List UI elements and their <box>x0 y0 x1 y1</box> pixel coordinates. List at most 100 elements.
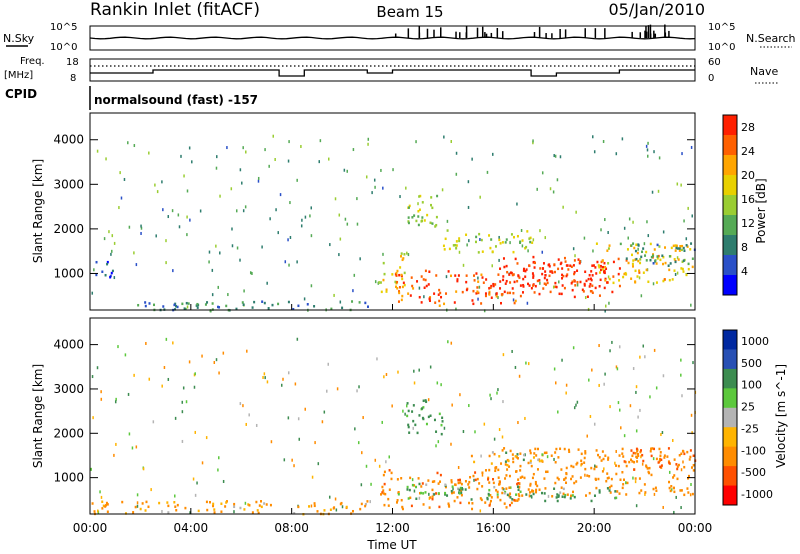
data-cell <box>652 254 655 257</box>
data-cell <box>492 481 495 485</box>
data-cell <box>257 179 260 183</box>
data-cell <box>634 258 637 261</box>
data-cell <box>489 393 491 397</box>
data-cell <box>135 445 138 449</box>
data-cell <box>595 242 598 245</box>
station-title: Rankin Inlet (fitACF) <box>90 0 260 20</box>
data-cell <box>421 201 424 204</box>
data-cell <box>592 264 595 267</box>
data-cell <box>388 469 391 472</box>
data-cell <box>246 349 248 353</box>
data-cell <box>577 258 580 261</box>
data-cell <box>571 475 574 478</box>
data-cell <box>161 509 163 513</box>
data-cell <box>580 452 583 456</box>
colorbar-segment <box>723 115 737 136</box>
data-cell <box>679 489 682 492</box>
data-cell <box>397 370 399 374</box>
data-cell <box>492 284 495 288</box>
data-cell <box>110 271 113 275</box>
data-cell <box>663 456 666 459</box>
data-cell <box>668 486 671 490</box>
data-cell <box>193 385 196 389</box>
data-cell <box>658 457 661 461</box>
data-cell <box>559 262 562 266</box>
data-cell <box>534 261 537 265</box>
data-cell <box>239 168 242 172</box>
data-cell <box>255 500 258 504</box>
data-cell <box>663 454 666 457</box>
data-cell <box>422 278 425 281</box>
data-cell <box>140 231 142 235</box>
data-cell <box>468 404 470 408</box>
data-cell <box>186 305 189 309</box>
data-cell <box>539 281 541 285</box>
data-cell <box>584 452 587 455</box>
data-cell <box>527 249 529 253</box>
data-cell <box>111 234 114 238</box>
data-cell <box>475 292 478 295</box>
data-cell <box>557 456 560 459</box>
data-cell <box>532 472 535 476</box>
data-cell <box>521 475 524 479</box>
data-cell <box>477 297 479 301</box>
data-cell <box>215 166 218 170</box>
data-cell <box>655 457 658 461</box>
data-cell <box>654 259 657 262</box>
data-cell <box>647 470 650 474</box>
data-cell <box>524 416 526 420</box>
data-cell <box>407 497 410 500</box>
data-cell <box>383 482 386 486</box>
data-cell <box>306 303 309 306</box>
data-cell <box>560 486 563 489</box>
data-cell <box>438 505 441 509</box>
data-cell <box>678 249 681 252</box>
data-cell <box>583 284 586 287</box>
colorbar-segment <box>723 275 737 296</box>
data-cell <box>287 159 290 163</box>
data-cell <box>208 500 211 504</box>
data-cell <box>555 285 558 289</box>
data-cell <box>589 282 592 286</box>
data-cell <box>309 214 311 218</box>
data-cell <box>403 283 406 287</box>
data-cell <box>451 403 453 407</box>
data-cell <box>411 216 414 219</box>
data-cell <box>196 481 198 485</box>
data-cell <box>494 469 497 473</box>
data-cell <box>388 488 391 491</box>
data-cell <box>558 292 561 296</box>
data-cell <box>418 195 421 198</box>
data-cell <box>468 501 471 505</box>
data-cell <box>467 180 470 184</box>
data-cell <box>185 301 188 305</box>
data-cell <box>669 489 672 493</box>
data-cell <box>598 383 600 387</box>
data-cell <box>448 247 451 251</box>
data-cell <box>569 264 572 267</box>
data-cell <box>174 308 177 311</box>
data-cell <box>496 391 498 395</box>
data-cell <box>680 506 682 510</box>
data-cell <box>119 171 121 175</box>
data-cell <box>128 225 131 229</box>
data-cell <box>643 483 646 486</box>
data-cell <box>532 255 535 259</box>
data-cell <box>217 285 220 289</box>
data-cell <box>455 307 457 311</box>
data-cell <box>604 372 606 376</box>
data-cell <box>622 455 625 458</box>
data-cell <box>515 456 518 459</box>
data-cell <box>601 259 604 262</box>
data-cell <box>488 488 491 492</box>
data-cell <box>525 268 528 271</box>
data-cell <box>201 461 204 465</box>
data-cell <box>177 213 180 217</box>
data-cell <box>686 245 689 248</box>
data-cell <box>546 470 549 473</box>
data-cell <box>691 214 693 218</box>
data-cell <box>640 294 643 298</box>
data-cell <box>563 447 566 451</box>
data-cell <box>378 464 381 468</box>
data-cell <box>181 400 184 404</box>
